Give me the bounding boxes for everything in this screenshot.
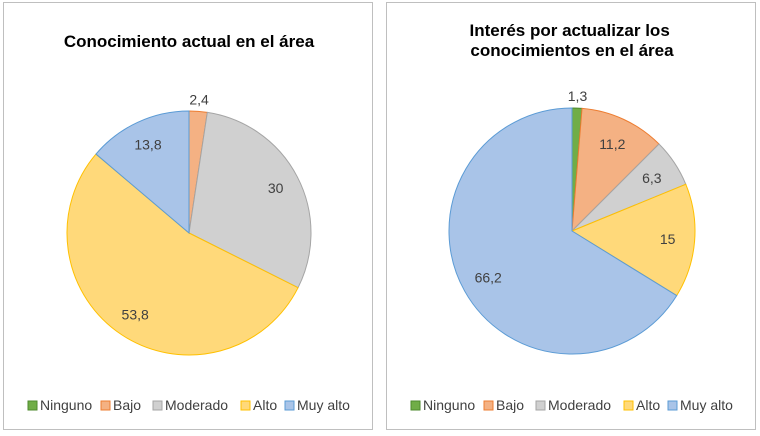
legend-label-moderado: Moderado xyxy=(548,397,611,413)
legend-swatch-alto xyxy=(240,400,251,411)
pie-slice-alto xyxy=(570,183,696,297)
legend-item-ninguno: Ninguno xyxy=(410,397,475,413)
data-label-ninguno: 1,3 xyxy=(568,88,588,104)
legend-item-muy-alto: Muy alto xyxy=(284,397,350,413)
legend-label-alto: Alto xyxy=(636,397,660,413)
legend-label-alto: Alto xyxy=(253,397,277,413)
legend-label-ninguno: Ninguno xyxy=(423,397,475,413)
chart-panel-interes: Interés por actualizar los conocimientos… xyxy=(386,2,756,430)
legend-swatch-muy-alto xyxy=(284,400,295,411)
pie-slice-muy-alto xyxy=(95,110,190,235)
chart-title: Interés por actualizar los conocimientos… xyxy=(469,21,674,60)
data-label-muy-alto: 13,8 xyxy=(134,136,161,152)
pie-slice-moderado xyxy=(188,111,312,289)
chart-title-line-1: Interés por actualizar los xyxy=(469,21,669,40)
legend-label-bajo: Bajo xyxy=(496,397,524,413)
data-label-muy-alto: 66,2 xyxy=(475,270,502,286)
legend-swatch-ninguno xyxy=(410,400,421,411)
chart-title-line-2: conocimientos en el área xyxy=(470,41,674,60)
chart-panel-conocimiento: Conocimiento actual en el área 2,4 30 53,8… xyxy=(3,2,373,430)
pie-chart-interes: Interés por actualizar los conocimientos… xyxy=(410,21,733,413)
legend-swatch-bajo xyxy=(483,400,494,411)
legend-item-bajo: Bajo xyxy=(100,397,141,413)
legend-label-moderado: Moderado xyxy=(165,397,228,413)
legend-item-moderado: Moderado xyxy=(152,397,228,413)
legend-item-alto: Alto xyxy=(240,397,277,413)
chart-title: Conocimiento actual en el área xyxy=(64,32,315,51)
legend-item-ninguno: Ninguno xyxy=(27,397,92,413)
legend-swatch-moderado xyxy=(152,400,163,411)
pie-slice-alto xyxy=(66,153,299,356)
data-label-moderado: 6,3 xyxy=(642,170,662,186)
data-label-alto: 15 xyxy=(660,231,676,247)
legend-item-alto: Alto xyxy=(623,397,660,413)
legend-label-bajo: Bajo xyxy=(113,397,141,413)
legend-item-bajo: Bajo xyxy=(483,397,524,413)
data-label-bajo: 11,2 xyxy=(599,136,625,152)
legend-item-moderado: Moderado xyxy=(535,397,611,413)
legend-swatch-moderado xyxy=(535,400,546,411)
legend-label-muy-alto: Muy alto xyxy=(297,397,350,413)
legend-swatch-bajo xyxy=(100,400,111,411)
legend-label-ninguno: Ninguno xyxy=(40,397,92,413)
data-label-alto: 53,8 xyxy=(122,306,149,322)
legend-swatch-ninguno xyxy=(27,400,38,411)
legend-label-muy-alto: Muy alto xyxy=(680,397,733,413)
pie-chart-conocimiento: Conocimiento actual en el área 2,4 30 53,8… xyxy=(27,32,350,413)
legend-swatch-muy-alto xyxy=(667,400,678,411)
data-label-bajo: 2,4 xyxy=(189,91,209,107)
data-label-moderado: 30 xyxy=(268,180,284,196)
legend-swatch-alto xyxy=(623,400,634,411)
pie-slice-muy-alto xyxy=(448,107,678,355)
legend-item-muy-alto: Muy alto xyxy=(667,397,733,413)
pie-slice-bajo xyxy=(571,107,660,233)
